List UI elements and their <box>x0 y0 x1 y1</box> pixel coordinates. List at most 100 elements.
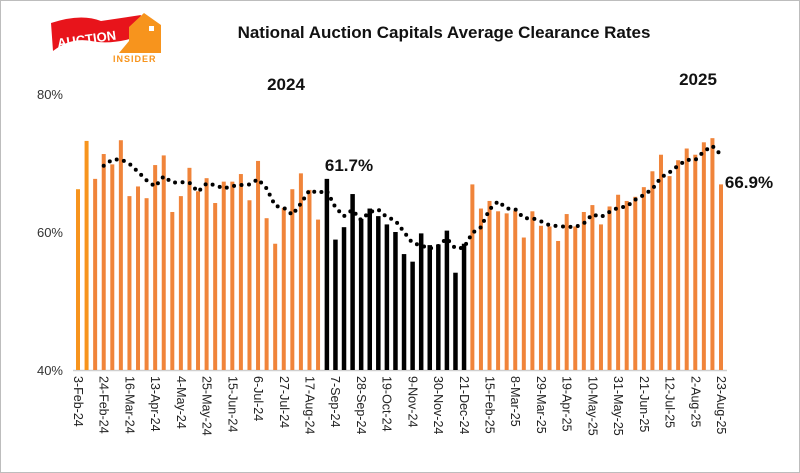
x-tick-label: 6-Jul-24 <box>251 376 265 421</box>
bar <box>290 189 295 370</box>
bar <box>196 191 201 370</box>
bar <box>281 207 286 370</box>
bar <box>358 218 364 370</box>
logo-text-bottom: INSIDER <box>113 54 157 64</box>
bar <box>144 198 149 370</box>
bar <box>719 184 723 370</box>
bar <box>641 187 646 370</box>
bar <box>161 155 166 370</box>
x-tick-label: 17-Aug-24 <box>302 376 316 434</box>
x-tick-label: 7-Sep-24 <box>328 376 342 427</box>
bar <box>436 244 441 370</box>
bar <box>504 213 509 370</box>
x-tick-label: 16-Mar-24 <box>122 376 136 434</box>
bar <box>624 200 629 370</box>
bar <box>521 237 526 370</box>
bar <box>376 216 381 370</box>
bar <box>701 142 706 370</box>
bar <box>453 272 458 370</box>
bar <box>84 140 89 370</box>
bar <box>401 254 407 370</box>
bar <box>333 239 338 370</box>
x-tick-label: 2-Aug-25 <box>688 376 702 427</box>
bar <box>256 160 261 370</box>
bar <box>153 165 158 370</box>
x-tick-label: 10-May-25 <box>585 376 599 436</box>
x-tick-label: 31-May-25 <box>611 376 625 436</box>
y-tick-label: 60% <box>37 225 63 240</box>
x-tick-label: 15-Feb-25 <box>483 376 497 434</box>
bar <box>616 194 621 370</box>
bar <box>461 243 467 370</box>
y-tick-label: 80% <box>37 87 63 102</box>
bars <box>76 138 723 370</box>
y-tick-label: 40% <box>37 363 63 378</box>
bar <box>513 210 518 370</box>
bar <box>478 208 483 370</box>
annotation-latest: 66.9% <box>725 173 773 192</box>
bar <box>178 196 183 370</box>
bar <box>110 164 115 370</box>
annotation-2024: 2024 <box>267 75 305 94</box>
bar <box>350 194 355 370</box>
bar <box>127 196 132 370</box>
logo: AUCTION INSIDER <box>51 13 161 64</box>
bar <box>444 230 450 370</box>
x-tick-label: 28-Sep-24 <box>354 376 368 434</box>
bar <box>93 178 98 370</box>
bar <box>496 211 501 370</box>
bar <box>633 196 638 370</box>
x-tick-label: 21-Dec-24 <box>457 376 471 434</box>
bar <box>384 224 390 370</box>
bar <box>607 206 612 370</box>
trend-line <box>101 143 723 251</box>
bar <box>410 261 415 370</box>
bar <box>487 200 492 370</box>
bar <box>221 181 226 370</box>
x-tick-label: 27-Jul-24 <box>277 376 291 428</box>
bar <box>264 218 269 370</box>
bar <box>650 171 655 370</box>
bar <box>547 226 552 370</box>
bar <box>598 224 603 370</box>
bar <box>590 205 595 370</box>
chart-title: National Auction Capitals Average Cleara… <box>238 23 651 42</box>
x-tick-label: 4-May-24 <box>174 376 188 429</box>
bar <box>118 140 123 370</box>
bar <box>667 176 672 370</box>
bar <box>530 211 535 370</box>
x-tick-label: 15-Jun-24 <box>225 376 239 432</box>
x-tick-label: 13-Apr-24 <box>148 376 162 432</box>
bar <box>230 181 235 370</box>
x-tick-label: 3-Feb-24 <box>71 376 85 427</box>
bar <box>273 243 278 370</box>
x-tick-label: 29-Mar-25 <box>534 376 548 434</box>
bar <box>324 178 330 370</box>
x-tick-label: 12-Jul-25 <box>663 376 677 428</box>
bar <box>393 232 398 370</box>
bar <box>341 227 347 370</box>
bar <box>247 200 252 370</box>
bar <box>213 203 218 370</box>
bar <box>170 211 175 370</box>
bar <box>204 178 209 370</box>
x-tick-label: 9-Nov-24 <box>405 376 419 427</box>
bar <box>427 245 433 370</box>
bar <box>418 233 424 370</box>
bar <box>316 219 321 370</box>
y-axis: 40% 60% 80% <box>37 87 63 378</box>
annotation-spring-2024: 61.7% <box>325 156 373 175</box>
x-tick-label: 25-May-24 <box>200 376 214 436</box>
x-tick-label: 19-Oct-24 <box>380 376 394 432</box>
bar <box>238 174 243 370</box>
bar <box>581 211 586 370</box>
bar <box>136 186 141 370</box>
x-axis: 3-Feb-24 24-Feb-24 16-Mar-24 13-Apr-24 4-May… <box>71 376 728 436</box>
x-tick-label: 24-Feb-24 <box>97 376 111 434</box>
bar <box>573 226 578 370</box>
bar <box>187 167 192 370</box>
bar <box>710 138 715 370</box>
bar <box>693 154 698 370</box>
